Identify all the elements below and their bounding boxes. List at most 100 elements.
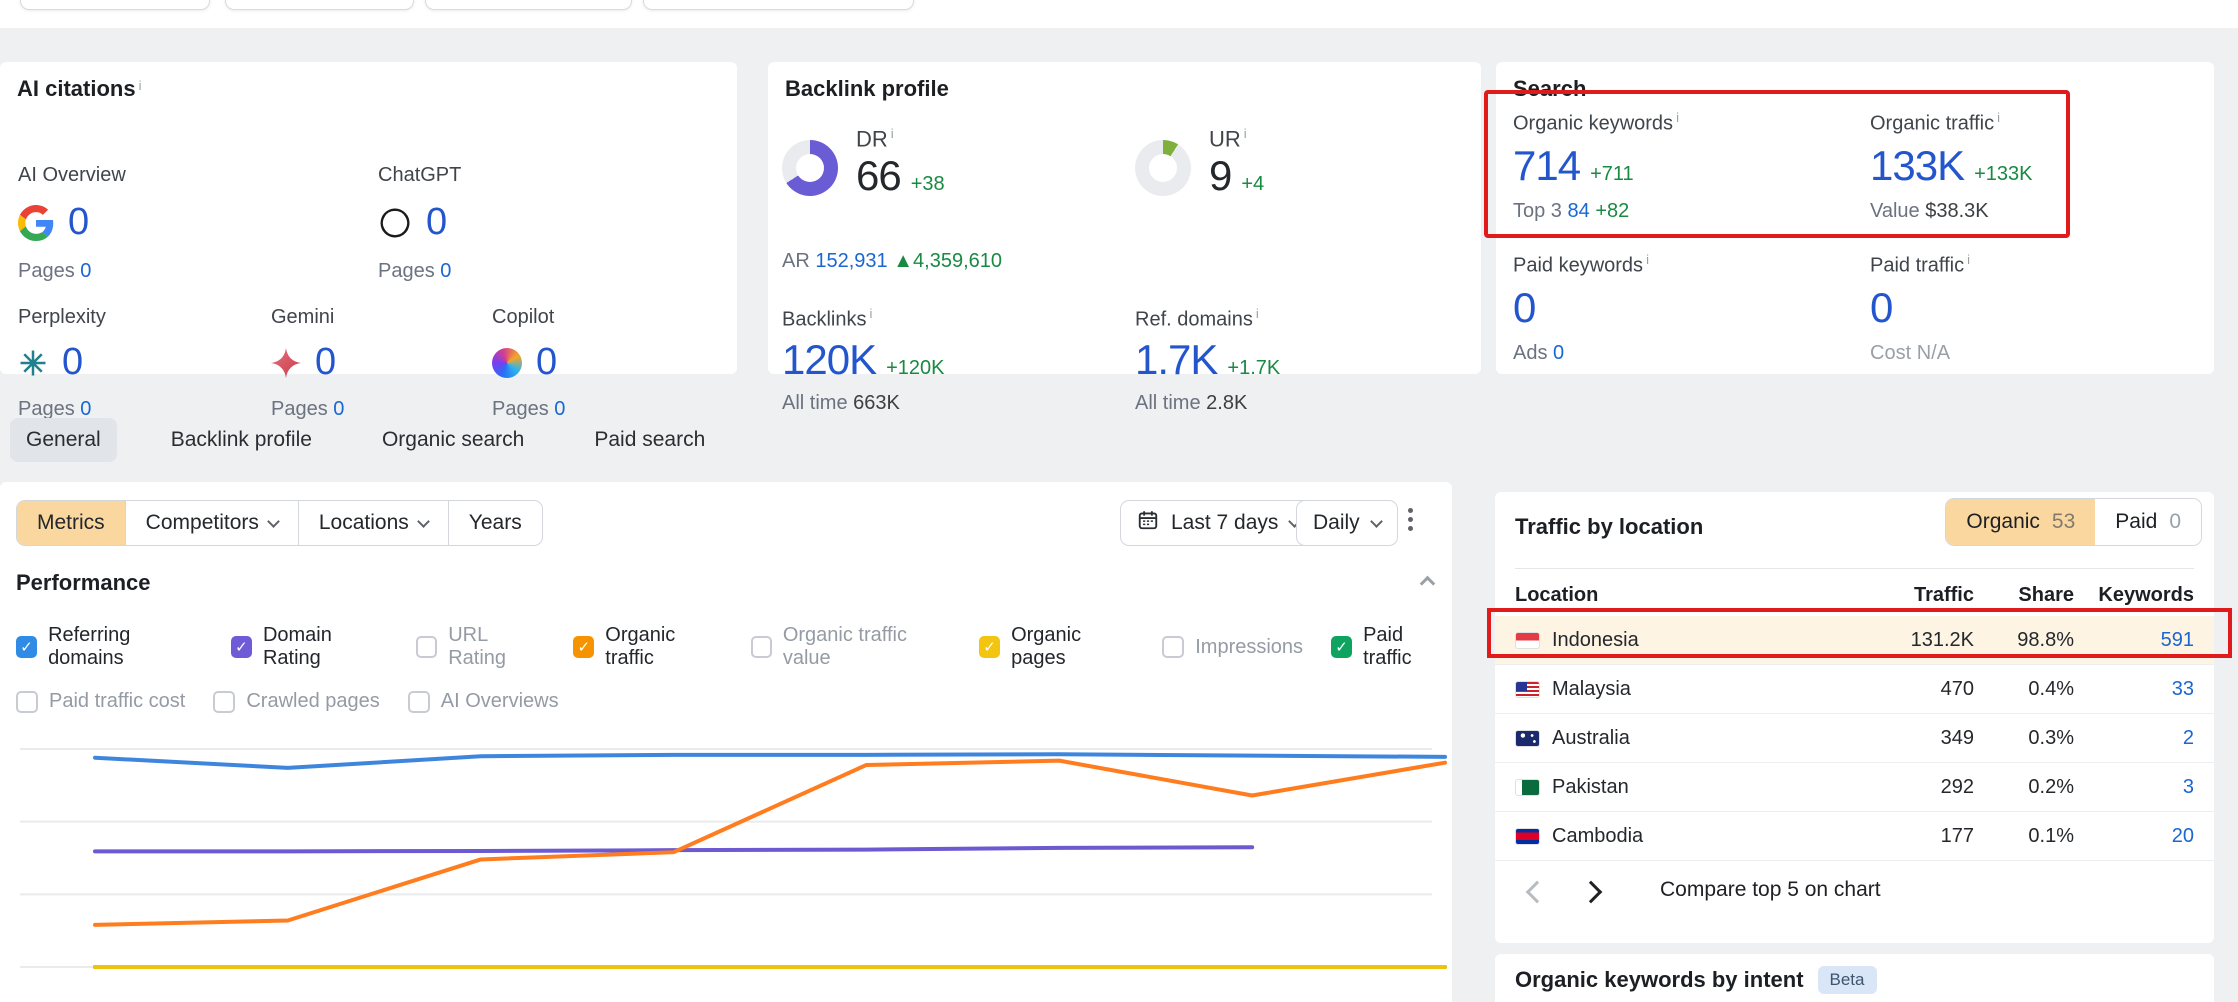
pages-value[interactable]: 0 [554, 398, 566, 420]
competitors-button[interactable]: Competitors [124, 501, 298, 545]
metric-checkbox-row-2: ✓Paid traffic cost ✓Crawled pages ✓AI Ov… [16, 690, 559, 713]
col-share[interactable]: Share [2018, 584, 2074, 606]
ai-overview-value[interactable]: 0 [68, 201, 89, 243]
ur-label: UR [1209, 126, 1241, 152]
organic-label: Organic [1966, 510, 2040, 533]
checkbox-paid-traffic-cost[interactable]: ✓Paid traffic cost [16, 690, 185, 713]
share-value: 0.3% [2028, 726, 2074, 749]
info-icon[interactable] [139, 78, 142, 93]
chevron-down-icon [1369, 514, 1383, 528]
ref-domains-label: Ref. domains [1135, 308, 1253, 331]
table-row-australia[interactable]: Australia 349 0.3% 2 [1495, 714, 2214, 763]
metric-checkbox-row-1: ✓Referring domains ✓Domain Rating ✓URL R… [16, 624, 1452, 670]
organic-paid-toggle: Organic 53 Paid 0 [1945, 498, 2202, 546]
tab-paid-search[interactable]: Paid search [594, 428, 706, 451]
next-page-chevron-right-icon[interactable] [1579, 880, 1603, 904]
checkbox-url-rating[interactable]: ✓URL Rating [416, 624, 545, 670]
pages-value[interactable]: 0 [333, 398, 345, 420]
more-options-kebab-icon[interactable] [1408, 508, 1413, 531]
toolbar-box[interactable] [425, 0, 632, 10]
info-icon[interactable] [1676, 110, 1679, 125]
checkbox-crawled-pages[interactable]: ✓Crawled pages [213, 690, 380, 713]
ref-domains-value[interactable]: 1.7K [1135, 335, 1218, 383]
pages-label: Pages [378, 260, 435, 282]
pages-label: Pages [492, 398, 549, 420]
info-icon[interactable] [1256, 306, 1259, 321]
locations-button[interactable]: Locations [297, 501, 448, 545]
granularity-dropdown[interactable]: Daily [1296, 500, 1398, 546]
col-keywords[interactable]: Keywords [2098, 584, 2194, 606]
pakistan-flag-icon [1515, 778, 1540, 796]
organic-traffic-value[interactable]: 133K [1870, 141, 1965, 189]
date-range-dropdown[interactable]: Last 7 days [1120, 500, 1317, 546]
info-icon[interactable] [1244, 126, 1247, 141]
toolbar-box[interactable] [225, 0, 414, 10]
keywords-link[interactable]: 2 [2182, 726, 2194, 749]
info-icon[interactable] [891, 126, 894, 141]
checkbox-impressions[interactable]: ✓Impressions [1162, 636, 1303, 659]
tab-backlink-profile[interactable]: Backlink profile [170, 428, 312, 451]
pages-label: Pages [18, 260, 75, 282]
compare-top5-link[interactable]: Compare top 5 on chart [1660, 878, 1881, 901]
organic-keywords-label: Organic keywords [1513, 112, 1674, 135]
checkbox-organic-traffic-value[interactable]: ✓Organic traffic value [750, 624, 951, 670]
copilot-value[interactable]: 0 [536, 341, 557, 383]
years-button[interactable]: Years [447, 501, 542, 545]
table-row-pakistan[interactable]: Pakistan 292 0.2% 3 [1495, 763, 2214, 812]
info-icon[interactable] [1646, 252, 1649, 267]
paid-keywords-value[interactable]: 0 [1513, 283, 1536, 331]
table-row-malaysia[interactable]: Malaysia 470 0.4% 33 [1495, 665, 2214, 714]
checkbox-organic-traffic[interactable]: ✓ Organic traffic [573, 624, 723, 670]
toolbar-box[interactable] [643, 0, 914, 10]
dr-value: 66 [856, 152, 902, 200]
checkbox-paid-traffic[interactable]: ✓ Paid traffic [1331, 624, 1452, 670]
performance-line-chart[interactable] [0, 722, 1452, 1002]
pages-value[interactable]: 0 [80, 260, 92, 282]
chatgpt-value[interactable]: 0 [426, 201, 447, 243]
toggle-paid[interactable]: Paid 0 [2095, 499, 2201, 545]
info-icon[interactable] [1967, 252, 1970, 267]
ads-value[interactable]: 0 [1553, 341, 1565, 364]
gemini-value[interactable]: 0 [315, 341, 336, 383]
indonesia-flag-icon [1515, 631, 1540, 649]
tab-general[interactable]: General [10, 418, 117, 462]
col-location[interactable]: Location [1515, 584, 1599, 606]
intent-card: Organic keywords by intent Beta [1495, 954, 2214, 1002]
perplexity-value[interactable]: 0 [62, 341, 83, 383]
performance-title: Performance [16, 570, 151, 595]
toggle-organic[interactable]: Organic 53 [1946, 499, 2096, 545]
chevron-down-icon [416, 514, 430, 528]
keywords-link[interactable]: 33 [2171, 677, 2194, 700]
keywords-link[interactable]: 591 [2160, 628, 2194, 651]
pages-value[interactable]: 0 [80, 398, 92, 420]
ar-value[interactable]: 152,931 [815, 250, 888, 272]
checkbox-organic-pages[interactable]: ✓ Organic pages [979, 624, 1134, 670]
paid-label: Paid [2115, 510, 2158, 533]
collapse-chevron-up-icon[interactable] [1419, 575, 1436, 592]
col-traffic[interactable]: Traffic [1913, 584, 1974, 606]
ar-delta: ▲4,359,610 [893, 250, 1002, 272]
top3-value[interactable]: 84 [1567, 199, 1590, 222]
country-name: Indonesia [1552, 628, 1639, 651]
copilot-icon [492, 347, 522, 378]
backlinks-value[interactable]: 120K [782, 335, 877, 383]
checkbox-domain-rating[interactable]: ✓ Domain Rating [230, 624, 388, 670]
info-icon[interactable] [869, 306, 872, 321]
pages-value[interactable]: 0 [440, 260, 452, 282]
table-row-cambodia[interactable]: Cambodia 177 0.1% 20 [1495, 812, 2214, 861]
metrics-button[interactable]: Metrics [17, 501, 125, 545]
checkbox-ai-overviews[interactable]: ✓AI Overviews [407, 690, 559, 713]
paid-traffic-value[interactable]: 0 [1870, 283, 1893, 331]
all-time-label: All time [1135, 391, 1201, 414]
prev-page-chevron-left-icon[interactable] [1525, 880, 1549, 904]
table-row-indonesia[interactable]: Indonesia 131.2K 98.8% 591 [1495, 616, 2214, 665]
keywords-link[interactable]: 3 [2182, 775, 2194, 798]
keywords-link[interactable]: 20 [2171, 824, 2194, 847]
toolbar-box[interactable] [20, 0, 210, 10]
info-icon[interactable] [1997, 110, 2000, 125]
traffic-value: 470 [1940, 677, 1974, 700]
tab-organic-search[interactable]: Organic search [381, 428, 525, 451]
checkbox-referring-domains[interactable]: ✓ Referring domains [16, 624, 203, 670]
organic-keywords-value[interactable]: 714 [1513, 141, 1581, 189]
country-name: Australia [1552, 726, 1630, 749]
